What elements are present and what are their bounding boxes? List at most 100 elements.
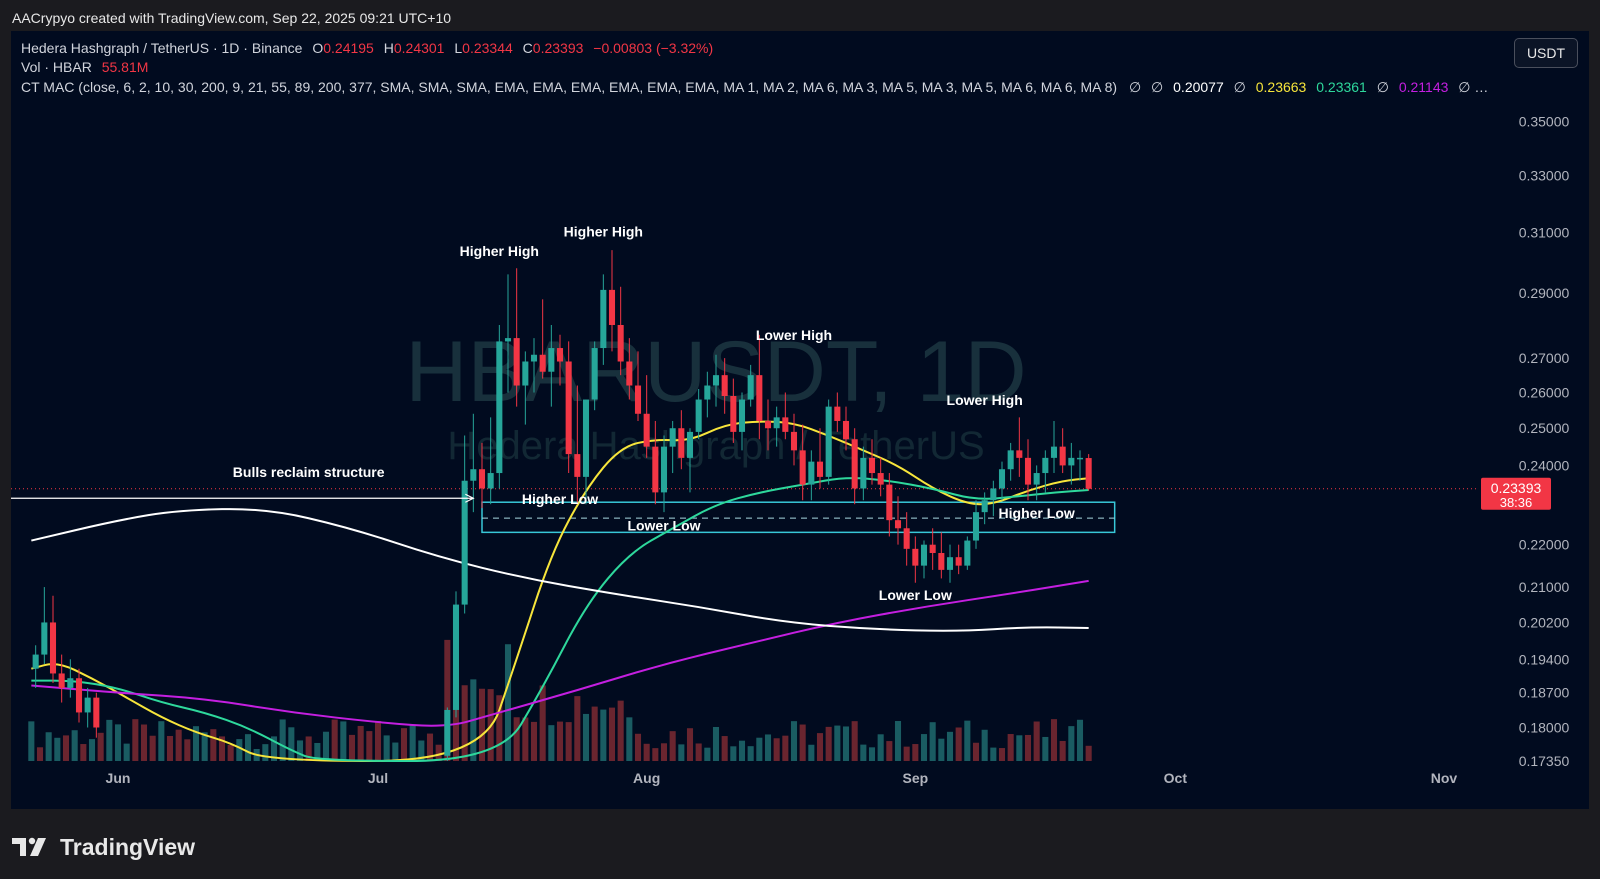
volume-bar: [357, 725, 364, 761]
candle-body: [825, 406, 832, 477]
candle-body: [513, 338, 520, 386]
support-zone-box: [481, 501, 1116, 534]
candle-body: [556, 348, 564, 362]
volume-value: 55.81M: [101, 59, 149, 75]
volume-bar: [418, 740, 425, 761]
structure-annotation: Lower Low: [879, 587, 952, 603]
candle-body: [1076, 457, 1084, 460]
candle-body: [678, 428, 685, 458]
candle-body: [643, 413, 650, 447]
structure-annotation: Higher High: [564, 224, 643, 240]
volume-bar: [140, 724, 148, 761]
symbol-legend[interactable]: Hedera Hashgraph / TetherUS · 1D · Binan…: [21, 40, 713, 56]
candle-body: [591, 348, 598, 400]
volume-bar: [920, 734, 928, 761]
volume-bar: [912, 744, 919, 761]
volume-bar: [80, 744, 87, 761]
volume-bar: [184, 739, 191, 761]
volume-bar: [296, 740, 304, 761]
open-value: 0.24195: [323, 40, 374, 56]
volume-bar: [383, 735, 390, 761]
volume-bar: [244, 734, 252, 761]
candle-body: [695, 399, 702, 432]
volume-bar: [305, 736, 312, 761]
price-axis-tick-label: 0.22000: [1519, 537, 1570, 553]
volume-bar: [981, 729, 988, 761]
candle-body: [972, 512, 980, 541]
volume-bar: [903, 746, 910, 761]
candle-body: [730, 396, 737, 432]
ellipsis-icon: …: [1474, 79, 1489, 95]
price-axis-tick-label: 0.27000: [1519, 350, 1570, 366]
candle-body: [652, 446, 659, 493]
volume-legend[interactable]: Vol · HBAR 55.81M: [21, 59, 148, 75]
ema-magenta-value: 0.21143: [1398, 79, 1449, 95]
volume-bar: [513, 717, 520, 761]
indicator-legend[interactable]: CT MAC (close, 6, 2, 10, 30, 200, 9, 21,…: [21, 79, 1488, 96]
candle-body: [868, 457, 876, 474]
volume-bar: [660, 743, 668, 761]
tradingview-logo[interactable]: TradingView: [12, 832, 195, 862]
volume-bar: [756, 737, 763, 761]
chart-frame[interactable]: HBARUSDT, 1D Hedera Hashgraph / TetherUS …: [11, 31, 1589, 809]
volume-bar: [1059, 740, 1066, 761]
candle-body: [1024, 457, 1032, 485]
volume-bar: [331, 719, 338, 761]
volume-bar: [799, 724, 806, 761]
volume-bar: [600, 709, 607, 761]
candle-body: [946, 557, 954, 570]
volume-bar: [652, 748, 659, 761]
candle-body: [764, 420, 772, 429]
candle-body: [955, 557, 962, 566]
symbol-name[interactable]: Hedera Hashgraph / TetherUS · 1D · Binan…: [21, 40, 303, 56]
candle-body: [1059, 446, 1066, 466]
currency-button[interactable]: USDT: [1514, 38, 1578, 68]
volume-bar: [972, 742, 980, 761]
candle-body: [929, 544, 936, 554]
volume-bar: [712, 726, 720, 761]
volume-bar: [764, 734, 772, 761]
price-axis-tick-label: 0.29000: [1519, 285, 1570, 301]
volume-bar: [773, 738, 780, 761]
null-icon: ∅: [1233, 79, 1246, 95]
candle-body: [600, 289, 607, 349]
indicator-name[interactable]: CT MAC (close, 6, 2, 10, 30, 200, 9, 21,…: [21, 79, 1118, 95]
candle-body: [574, 454, 581, 477]
candle-body: [461, 480, 468, 605]
volume-bar: [210, 729, 217, 761]
time-axis-tick-label: Aug: [633, 770, 660, 786]
price-axis-tick-label: 0.19400: [1519, 651, 1570, 667]
volume-bar: [695, 743, 702, 761]
candle-body: [452, 604, 460, 710]
candle-body: [1068, 457, 1075, 466]
volume-bar: [522, 717, 529, 761]
candle-body: [1042, 457, 1049, 474]
candle-body: [669, 428, 676, 447]
candle-body: [32, 654, 39, 669]
ma-white-value: 0.20077: [1173, 79, 1224, 95]
candle-body: [886, 484, 893, 521]
volume-bar: [97, 732, 104, 761]
candle-body: [756, 375, 763, 421]
moving-average-line: [31, 508, 1089, 632]
candle-body: [504, 338, 512, 342]
moving-average-line: [31, 420, 1089, 763]
volume-bar: [860, 744, 867, 761]
volume-bar: [1085, 745, 1092, 761]
volume-bar: [851, 721, 858, 761]
candle-body: [58, 673, 65, 688]
volume-bar: [825, 726, 832, 761]
volume-bar: [964, 720, 971, 761]
volume-bar: [1016, 735, 1023, 761]
volume-bar: [990, 747, 997, 761]
volume-bar: [400, 728, 408, 761]
candle-body: [799, 450, 806, 485]
volume-bar: [946, 731, 954, 761]
volume-bar: [591, 706, 598, 761]
null-icon: ∅: [1128, 79, 1142, 95]
volume-bar: [36, 747, 44, 761]
volume-bar: [132, 719, 139, 761]
volume-bar: [617, 700, 624, 761]
volume-bar: [366, 731, 373, 761]
